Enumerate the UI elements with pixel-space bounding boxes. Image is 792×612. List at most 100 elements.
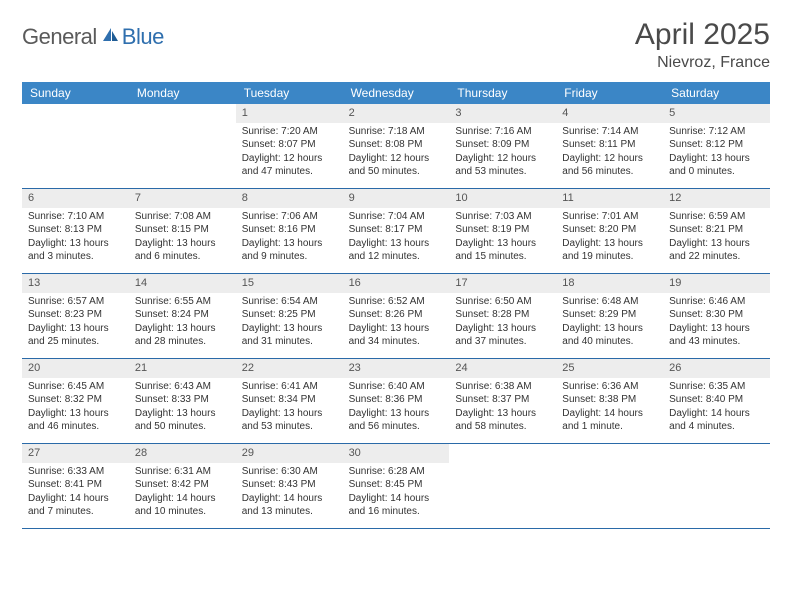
sunrise-text: Sunrise: 6:55 AM bbox=[135, 295, 230, 309]
sunrise-text: Sunrise: 6:30 AM bbox=[242, 465, 337, 479]
day-number: 26 bbox=[663, 359, 770, 378]
daylight-text: Daylight: 13 hours and 31 minutes. bbox=[242, 322, 337, 349]
sunset-text: Sunset: 8:17 PM bbox=[349, 223, 444, 237]
daylight-text: Daylight: 13 hours and 56 minutes. bbox=[349, 407, 444, 434]
sunset-text: Sunset: 8:41 PM bbox=[28, 478, 123, 492]
day-number: 20 bbox=[22, 359, 129, 378]
sunset-text: Sunset: 8:24 PM bbox=[135, 308, 230, 322]
daylight-text: Daylight: 13 hours and 22 minutes. bbox=[669, 237, 764, 264]
day-number: 24 bbox=[449, 359, 556, 378]
daylight-text: Daylight: 13 hours and 53 minutes. bbox=[242, 407, 337, 434]
daylight-text: Daylight: 13 hours and 40 minutes. bbox=[562, 322, 657, 349]
day-body: Sunrise: 6:55 AMSunset: 8:24 PMDaylight:… bbox=[129, 293, 236, 355]
day-number: 23 bbox=[343, 359, 450, 378]
calendar-cell: 23Sunrise: 6:40 AMSunset: 8:36 PMDayligh… bbox=[343, 359, 450, 443]
weekday-wed: Wednesday bbox=[343, 82, 450, 104]
calendar-cell bbox=[663, 444, 770, 528]
day-body: Sunrise: 7:20 AMSunset: 8:07 PMDaylight:… bbox=[236, 123, 343, 185]
day-body: Sunrise: 7:16 AMSunset: 8:09 PMDaylight:… bbox=[449, 123, 556, 185]
daylight-text: Daylight: 14 hours and 13 minutes. bbox=[242, 492, 337, 519]
sunrise-text: Sunrise: 6:52 AM bbox=[349, 295, 444, 309]
day-body: Sunrise: 6:59 AMSunset: 8:21 PMDaylight:… bbox=[663, 208, 770, 270]
day-number: 22 bbox=[236, 359, 343, 378]
calendar-cell: 4Sunrise: 7:14 AMSunset: 8:11 PMDaylight… bbox=[556, 104, 663, 188]
calendar-cell: 13Sunrise: 6:57 AMSunset: 8:23 PMDayligh… bbox=[22, 274, 129, 358]
calendar-cell: 24Sunrise: 6:38 AMSunset: 8:37 PMDayligh… bbox=[449, 359, 556, 443]
calendar-week: 13Sunrise: 6:57 AMSunset: 8:23 PMDayligh… bbox=[22, 274, 770, 359]
calendar: Sunday Monday Tuesday Wednesday Thursday… bbox=[22, 82, 770, 529]
calendar-cell: 11Sunrise: 7:01 AMSunset: 8:20 PMDayligh… bbox=[556, 189, 663, 273]
day-number: 4 bbox=[556, 104, 663, 123]
sunset-text: Sunset: 8:28 PM bbox=[455, 308, 550, 322]
calendar-week: 1Sunrise: 7:20 AMSunset: 8:07 PMDaylight… bbox=[22, 104, 770, 189]
sunset-text: Sunset: 8:34 PM bbox=[242, 393, 337, 407]
calendar-cell: 10Sunrise: 7:03 AMSunset: 8:19 PMDayligh… bbox=[449, 189, 556, 273]
calendar-cell: 18Sunrise: 6:48 AMSunset: 8:29 PMDayligh… bbox=[556, 274, 663, 358]
sunrise-text: Sunrise: 6:40 AM bbox=[349, 380, 444, 394]
sunset-text: Sunset: 8:07 PM bbox=[242, 138, 337, 152]
daylight-text: Daylight: 14 hours and 16 minutes. bbox=[349, 492, 444, 519]
day-body: Sunrise: 6:31 AMSunset: 8:42 PMDaylight:… bbox=[129, 463, 236, 525]
calendar-cell bbox=[556, 444, 663, 528]
calendar-cell: 15Sunrise: 6:54 AMSunset: 8:25 PMDayligh… bbox=[236, 274, 343, 358]
page-title: April 2025 bbox=[635, 18, 770, 52]
sunrise-text: Sunrise: 6:54 AM bbox=[242, 295, 337, 309]
sunrise-text: Sunrise: 6:35 AM bbox=[669, 380, 764, 394]
calendar-cell: 21Sunrise: 6:43 AMSunset: 8:33 PMDayligh… bbox=[129, 359, 236, 443]
day-number: 7 bbox=[129, 189, 236, 208]
day-body: Sunrise: 6:40 AMSunset: 8:36 PMDaylight:… bbox=[343, 378, 450, 440]
sunrise-text: Sunrise: 6:38 AM bbox=[455, 380, 550, 394]
sunrise-text: Sunrise: 7:08 AM bbox=[135, 210, 230, 224]
calendar-cell bbox=[129, 104, 236, 188]
calendar-cell bbox=[449, 444, 556, 528]
calendar-cell: 30Sunrise: 6:28 AMSunset: 8:45 PMDayligh… bbox=[343, 444, 450, 528]
weeks-container: 1Sunrise: 7:20 AMSunset: 8:07 PMDaylight… bbox=[22, 104, 770, 529]
sunrise-text: Sunrise: 6:36 AM bbox=[562, 380, 657, 394]
calendar-cell: 19Sunrise: 6:46 AMSunset: 8:30 PMDayligh… bbox=[663, 274, 770, 358]
day-body: Sunrise: 7:14 AMSunset: 8:11 PMDaylight:… bbox=[556, 123, 663, 185]
day-number: 28 bbox=[129, 444, 236, 463]
sunset-text: Sunset: 8:20 PM bbox=[562, 223, 657, 237]
sunrise-text: Sunrise: 7:18 AM bbox=[349, 125, 444, 139]
location-label: Nievroz, France bbox=[635, 54, 770, 72]
calendar-week: 6Sunrise: 7:10 AMSunset: 8:13 PMDaylight… bbox=[22, 189, 770, 274]
weekday-thu: Thursday bbox=[449, 82, 556, 104]
calendar-cell: 12Sunrise: 6:59 AMSunset: 8:21 PMDayligh… bbox=[663, 189, 770, 273]
sunset-text: Sunset: 8:15 PM bbox=[135, 223, 230, 237]
day-body: Sunrise: 6:35 AMSunset: 8:40 PMDaylight:… bbox=[663, 378, 770, 440]
day-body: Sunrise: 6:30 AMSunset: 8:43 PMDaylight:… bbox=[236, 463, 343, 525]
header: General Blue April 2025 Nievroz, France bbox=[22, 18, 770, 72]
daylight-text: Daylight: 13 hours and 6 minutes. bbox=[135, 237, 230, 264]
page: General Blue April 2025 Nievroz, France … bbox=[0, 0, 792, 547]
calendar-cell: 5Sunrise: 7:12 AMSunset: 8:12 PMDaylight… bbox=[663, 104, 770, 188]
day-body: Sunrise: 6:57 AMSunset: 8:23 PMDaylight:… bbox=[22, 293, 129, 355]
daylight-text: Daylight: 13 hours and 15 minutes. bbox=[455, 237, 550, 264]
sunset-text: Sunset: 8:19 PM bbox=[455, 223, 550, 237]
day-body: Sunrise: 6:36 AMSunset: 8:38 PMDaylight:… bbox=[556, 378, 663, 440]
day-body: Sunrise: 6:45 AMSunset: 8:32 PMDaylight:… bbox=[22, 378, 129, 440]
sunset-text: Sunset: 8:36 PM bbox=[349, 393, 444, 407]
calendar-cell: 8Sunrise: 7:06 AMSunset: 8:16 PMDaylight… bbox=[236, 189, 343, 273]
day-body: Sunrise: 7:08 AMSunset: 8:15 PMDaylight:… bbox=[129, 208, 236, 270]
sunset-text: Sunset: 8:26 PM bbox=[349, 308, 444, 322]
day-number: 6 bbox=[22, 189, 129, 208]
daylight-text: Daylight: 13 hours and 0 minutes. bbox=[669, 152, 764, 179]
day-body: Sunrise: 6:48 AMSunset: 8:29 PMDaylight:… bbox=[556, 293, 663, 355]
day-number: 2 bbox=[343, 104, 450, 123]
daylight-text: Daylight: 13 hours and 28 minutes. bbox=[135, 322, 230, 349]
daylight-text: Daylight: 13 hours and 19 minutes. bbox=[562, 237, 657, 264]
day-body: Sunrise: 6:43 AMSunset: 8:33 PMDaylight:… bbox=[129, 378, 236, 440]
day-number: 30 bbox=[343, 444, 450, 463]
sunset-text: Sunset: 8:32 PM bbox=[28, 393, 123, 407]
calendar-cell: 7Sunrise: 7:08 AMSunset: 8:15 PMDaylight… bbox=[129, 189, 236, 273]
sunset-text: Sunset: 8:12 PM bbox=[669, 138, 764, 152]
calendar-cell: 20Sunrise: 6:45 AMSunset: 8:32 PMDayligh… bbox=[22, 359, 129, 443]
day-body: Sunrise: 7:03 AMSunset: 8:19 PMDaylight:… bbox=[449, 208, 556, 270]
sunset-text: Sunset: 8:23 PM bbox=[28, 308, 123, 322]
day-number: 10 bbox=[449, 189, 556, 208]
calendar-cell: 16Sunrise: 6:52 AMSunset: 8:26 PMDayligh… bbox=[343, 274, 450, 358]
brand-part2: Blue bbox=[122, 24, 164, 50]
sunrise-text: Sunrise: 6:59 AM bbox=[669, 210, 764, 224]
sunset-text: Sunset: 8:21 PM bbox=[669, 223, 764, 237]
sunrise-text: Sunrise: 7:01 AM bbox=[562, 210, 657, 224]
